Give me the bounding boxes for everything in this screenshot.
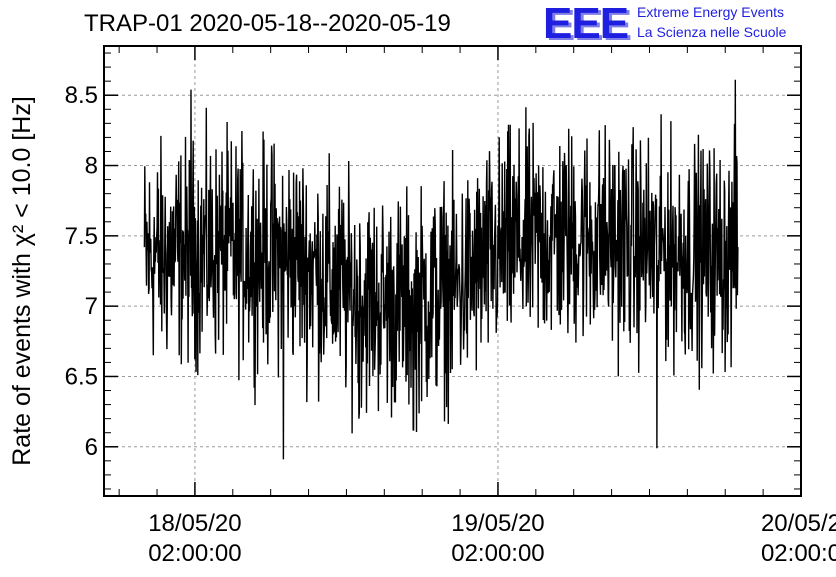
y-tick-label: 7.5 — [65, 223, 98, 250]
y-tick-label: 8.5 — [65, 82, 98, 109]
logo-line-1: Extreme Energy Events — [637, 4, 785, 20]
y-tick-label: 8 — [85, 153, 98, 180]
x-tick-label-date: 20/05/2 — [761, 510, 836, 537]
x-tick-label-date: 18/05/20 — [148, 510, 241, 537]
rate-series-line — [143, 79, 739, 460]
logo-line-2: La Scienza nelle Scuole — [637, 24, 787, 40]
y-tick-label: 6.5 — [65, 363, 98, 390]
x-tick-label-time: 02:00:0 — [761, 540, 836, 567]
eee-logo: EEE — [543, 0, 629, 48]
x-tick-label-time: 02:00:00 — [451, 540, 544, 567]
y-tick-label: 7 — [85, 293, 98, 320]
plot-frame — [103, 45, 802, 497]
x-tick-label-time: 02:00:00 — [148, 540, 241, 567]
chart-title: TRAP-01 2020-05-18--2020-05-19 — [84, 10, 451, 37]
y-axis-label: Rate of events with χ² < 10.0 [Hz] — [8, 96, 36, 466]
y-tick-label: 6 — [85, 434, 98, 461]
x-tick-label-date: 19/05/20 — [451, 510, 544, 537]
